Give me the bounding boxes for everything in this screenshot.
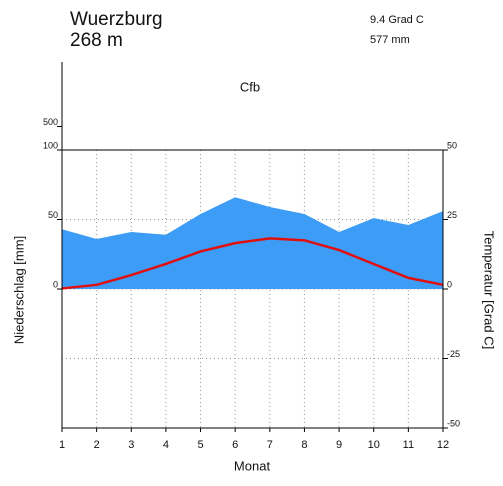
x-tick-label: 12 bbox=[437, 439, 449, 451]
x-tick-label: 8 bbox=[301, 439, 307, 451]
climate-class: Cfb bbox=[240, 79, 260, 94]
y-tick-label: 500 bbox=[43, 117, 58, 127]
y2-tick-label: 0 bbox=[447, 279, 452, 289]
x-tick-label: 10 bbox=[368, 439, 380, 451]
y2-tick-label: 50 bbox=[447, 140, 457, 150]
x-tick-label: 2 bbox=[94, 439, 100, 451]
annual-precipitation: 577 mm bbox=[370, 34, 410, 46]
y-tick-label: 0 bbox=[53, 279, 58, 289]
x-tick-label: 4 bbox=[163, 439, 169, 451]
precipitation-area bbox=[62, 197, 443, 289]
x-tick-label: 9 bbox=[336, 439, 342, 451]
y2-axis-label: Temperatur [Grad C] bbox=[482, 231, 497, 350]
y-axis-label: Niederschlag [mm] bbox=[11, 236, 26, 344]
station-name: Wuerzburg bbox=[70, 9, 163, 30]
x-tick-label: 7 bbox=[267, 439, 273, 451]
x-tick-label: 1 bbox=[59, 439, 65, 451]
x-tick-label: 11 bbox=[403, 439, 414, 451]
mean-temperature: 9.4 Grad C bbox=[370, 14, 424, 26]
y-tick-label: 100 bbox=[43, 140, 58, 150]
x-tick-label: 6 bbox=[232, 439, 238, 451]
y2-tick-label: -25 bbox=[447, 349, 460, 359]
x-tick-label: 3 bbox=[128, 439, 134, 451]
y-tick-label: 50 bbox=[48, 210, 58, 220]
y2-tick-label: -50 bbox=[447, 418, 460, 428]
x-tick-label: 5 bbox=[197, 439, 203, 451]
x-axis-label: Monat bbox=[234, 458, 271, 473]
y2-tick-label: 25 bbox=[447, 210, 457, 220]
elevation: 268 m bbox=[70, 30, 123, 51]
temperature-line bbox=[61, 237, 444, 290]
